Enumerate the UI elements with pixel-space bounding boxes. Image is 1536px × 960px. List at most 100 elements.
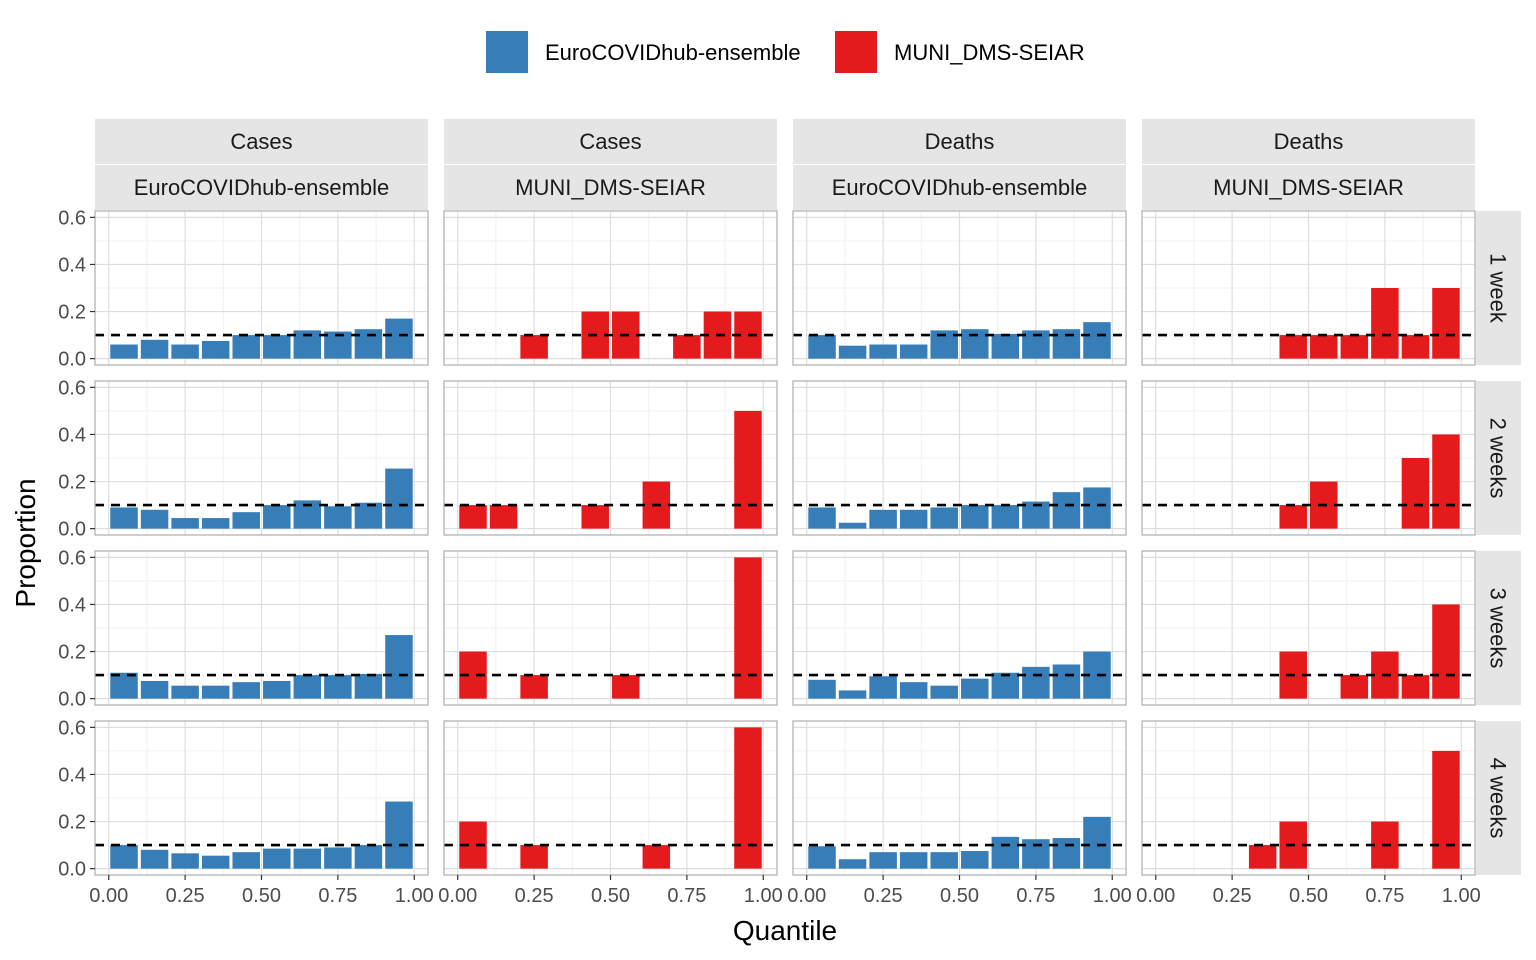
panel-border	[1141, 210, 1476, 366]
panel-r2-c1	[94, 380, 429, 536]
bar-q0.65	[642, 845, 671, 869]
bar-q0.95	[385, 468, 413, 529]
strip-top-model-bg-1	[95, 165, 428, 210]
panel-r1-c2	[443, 210, 778, 366]
bar-q0.85	[354, 673, 383, 699]
bar-q0.95	[734, 410, 762, 529]
bar-q0.25	[520, 675, 548, 699]
bar-q0.15	[838, 522, 867, 529]
bar-q0.15	[838, 690, 867, 699]
strip-right-bg-2	[1476, 381, 1521, 535]
x-tick-label: 0.00	[1136, 885, 1175, 907]
bar-q0.15	[140, 680, 169, 699]
panel-r4-c2	[443, 720, 778, 876]
bar-q0.25	[869, 509, 897, 529]
x-tick-label: 0.75	[667, 885, 706, 907]
y-tick-label: 0.6	[58, 207, 86, 229]
strip-target-label-1: Cases	[230, 129, 292, 154]
strip-model-label-4: MUNI_DMS-SEIAR	[1213, 175, 1404, 200]
x-tick-label: 0.75	[318, 885, 357, 907]
y-tick-label: 0.6	[58, 717, 86, 739]
bar-q0.15	[838, 859, 867, 869]
x-tick-label: 0.75	[1016, 885, 1055, 907]
x-tick-label: 0.25	[166, 885, 205, 907]
strip-horizon-label-3: 3 weeks	[1486, 588, 1511, 669]
strip-right-bg-1	[1476, 211, 1521, 365]
x-tick-label: 1.00	[395, 885, 434, 907]
bar-q0.15	[140, 509, 169, 529]
strip-model-label-1: EuroCOVIDhub-ensemble	[134, 175, 390, 200]
bar-q0.45	[930, 507, 958, 529]
panel-r4-c4	[1141, 720, 1476, 876]
bar-q0.65	[1340, 675, 1369, 699]
panel-r1-c1	[94, 210, 429, 366]
panel-border	[1141, 550, 1476, 706]
bar-q0.55	[961, 678, 989, 699]
x-tick-label: 0.50	[1289, 885, 1328, 907]
strip-right-bg-3	[1476, 551, 1521, 705]
bar-q0.85	[354, 502, 383, 529]
panel-r1-c4	[1141, 210, 1476, 366]
x-tick-label: 0.00	[89, 885, 128, 907]
y-tick-label: 0.4	[58, 594, 86, 616]
bar-q0.95	[385, 635, 413, 699]
panel-border	[443, 210, 778, 366]
bar-q0.15	[838, 345, 867, 359]
axes: 0.00.20.40.60.00.20.40.60.00.20.40.60.00…	[58, 207, 1481, 907]
bar-q0.95	[1083, 322, 1111, 359]
bar-q0.35	[201, 340, 230, 359]
bar-q0.85	[1401, 675, 1430, 699]
bar-q0.75	[324, 675, 352, 699]
bar-q0.55	[612, 675, 640, 699]
bar-q0.55	[263, 680, 291, 699]
bar-q0.05	[808, 846, 836, 869]
panel-border	[792, 210, 1127, 366]
bar-q0.55	[961, 505, 989, 529]
panel-r3-c3	[792, 550, 1127, 706]
bar-q0.55	[263, 505, 291, 529]
bar-q0.05	[110, 507, 138, 529]
bar-q0.55	[961, 329, 989, 359]
y-tick-label: 0.0	[58, 859, 86, 881]
bar-q0.75	[673, 335, 701, 359]
bar-q0.25	[171, 853, 199, 869]
x-tick-label: 1.00	[1442, 885, 1481, 907]
y-tick-label: 0.2	[58, 642, 86, 664]
bar-q0.85	[354, 845, 383, 869]
bar-q0.95	[1432, 288, 1460, 359]
panel-border	[792, 380, 1127, 536]
bar-q0.45	[930, 685, 958, 699]
bar-q0.45	[232, 335, 260, 359]
panel-border	[443, 380, 778, 536]
facet-panels	[94, 210, 1476, 876]
y-tick-label: 0.6	[58, 547, 86, 569]
bar-q0.85	[354, 329, 383, 359]
bar-q0.65	[293, 848, 322, 869]
bar-q0.95	[385, 801, 413, 869]
y-tick-label: 0.2	[58, 472, 86, 494]
bar-q0.95	[734, 557, 762, 699]
strip-horizon-label-1: 1 week	[1486, 253, 1511, 324]
bar-q0.05	[110, 672, 138, 699]
y-tick-label: 0.2	[58, 302, 86, 324]
bar-q0.55	[1310, 335, 1338, 359]
bar-q0.25	[869, 852, 897, 869]
strip-top-model-bg-3	[793, 165, 1126, 210]
bar-q0.05	[808, 335, 836, 359]
bar-q0.55	[263, 335, 291, 359]
panel-border	[1141, 380, 1476, 536]
x-tick-label: 0.50	[591, 885, 630, 907]
bar-q0.35	[899, 852, 928, 869]
panel-border	[443, 550, 778, 706]
x-tick-label: 0.25	[1213, 885, 1252, 907]
strip-top-model-bg-4	[1142, 165, 1475, 210]
bar-q0.25	[171, 518, 199, 529]
bar-q0.35	[201, 518, 230, 529]
bar-q0.55	[961, 850, 989, 869]
bar-q0.85	[1052, 329, 1081, 359]
bar-q0.15	[140, 849, 169, 869]
y-tick-label: 0.0	[58, 519, 86, 541]
panel-border	[94, 380, 429, 536]
bar-q0.35	[1248, 845, 1277, 869]
